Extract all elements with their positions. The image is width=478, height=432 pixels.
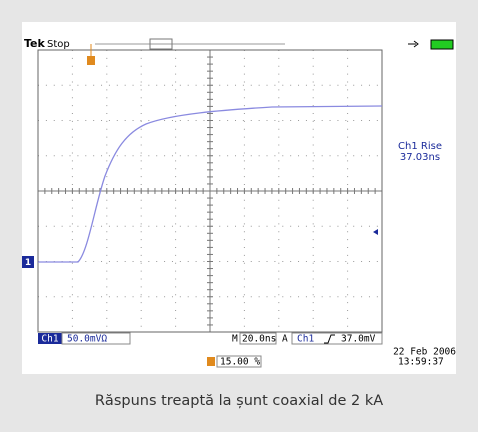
caption: Răspuns treaptă la șunt coaxial de 2 kA [95,393,383,409]
trigger-level: 37.0mV [341,334,376,345]
measurement-value: 37.03ns [400,152,440,163]
channel: Ch1 [41,334,58,345]
scale: 50.0mVΩ [67,334,107,345]
trigger-mode: A [282,334,288,345]
channel-marker-label: 1 [25,258,31,268]
battery-icon [431,40,453,49]
trigger-position: 15.00 % [220,357,260,368]
measurement-label: Ch1 Rise [398,141,442,152]
page: {"screen": {"brand": "Tek", "status": "S… [0,0,478,428]
status: Stop [47,39,70,50]
timebase-label: M [232,334,238,345]
timebase: 20.0ns [242,334,276,345]
trigger-position-marker [87,56,95,65]
figure: Tek Stop 1 Ch1 Rise 37.03ns Ch1 50.0mVΩ … [0,0,478,428]
trigger-channel: Ch1 [297,334,314,345]
trigger-position-icon [207,357,215,366]
time: 13:59:37 [398,357,444,368]
brand: Tek [24,37,46,50]
screen-background [22,22,456,374]
